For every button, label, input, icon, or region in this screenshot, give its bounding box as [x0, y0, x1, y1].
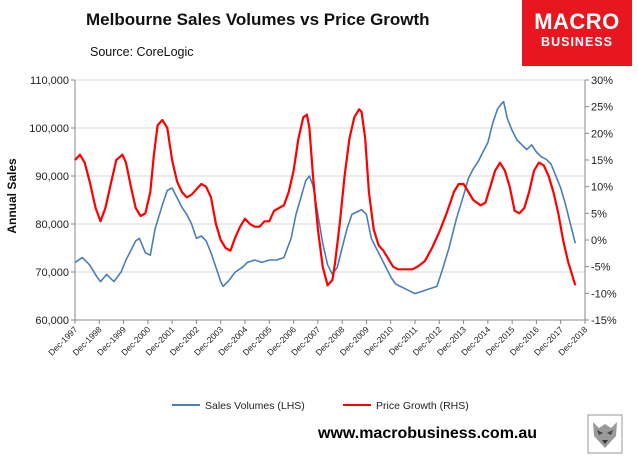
y2-tick-label: 15% — [591, 155, 613, 167]
y-axis-label: Annual Sales — [5, 158, 19, 234]
chart-source: Source: CoreLogic — [90, 45, 194, 59]
y-tick-label: 100,000 — [29, 123, 69, 135]
y-axis-ticks: 60,000 70,000 80,000 90,000 100,000 110,000 — [29, 75, 75, 327]
y2-tick-label: 10% — [591, 182, 613, 194]
x-axis-ticks: Dec-1997Dec-1998Dec-1999Dec-2000Dec-2001… — [46, 320, 590, 357]
logo-line2: BUSINESS — [541, 35, 613, 49]
macrobusiness-logo: MACRO BUSINESS — [522, 0, 632, 66]
y2-tick-label: 20% — [591, 128, 613, 140]
website-url: www.macrobusiness.com.au — [318, 425, 538, 442]
y-tick-label: 60,000 — [35, 315, 69, 327]
y2-tick-label: 30% — [591, 75, 613, 87]
legend-label: Price Growth (RHS) — [376, 400, 469, 412]
legend-label: Sales Volumes (LHS) — [205, 400, 305, 412]
logo-line1: MACRO — [534, 9, 620, 34]
price-growth-line — [74, 108, 577, 287]
wolf-logo-icon — [587, 414, 623, 454]
y2-axis-ticks: -15% -10% -5% 0% 5% 10% 15% 20% 25% 30% — [585, 75, 617, 327]
y2-tick-label: -10% — [591, 288, 617, 300]
axes — [74, 80, 586, 321]
y2-tick-label: -5% — [591, 262, 611, 274]
y2-tick-label: 25% — [591, 102, 613, 114]
y2-tick-label: 5% — [591, 208, 607, 220]
legend: Sales Volumes (LHS) Price Growth (RHS) — [172, 400, 469, 412]
series-lines — [74, 100, 577, 295]
y-tick-label: 90,000 — [35, 171, 69, 183]
y-tick-label: 110,000 — [30, 75, 69, 87]
chart-title: Melbourne Sales Volumes vs Price Growth — [86, 10, 430, 29]
y-tick-label: 80,000 — [35, 219, 69, 231]
y-tick-label: 70,000 — [35, 267, 69, 279]
y2-tick-label: -15% — [591, 315, 617, 327]
y2-tick-label: 0% — [591, 235, 607, 247]
